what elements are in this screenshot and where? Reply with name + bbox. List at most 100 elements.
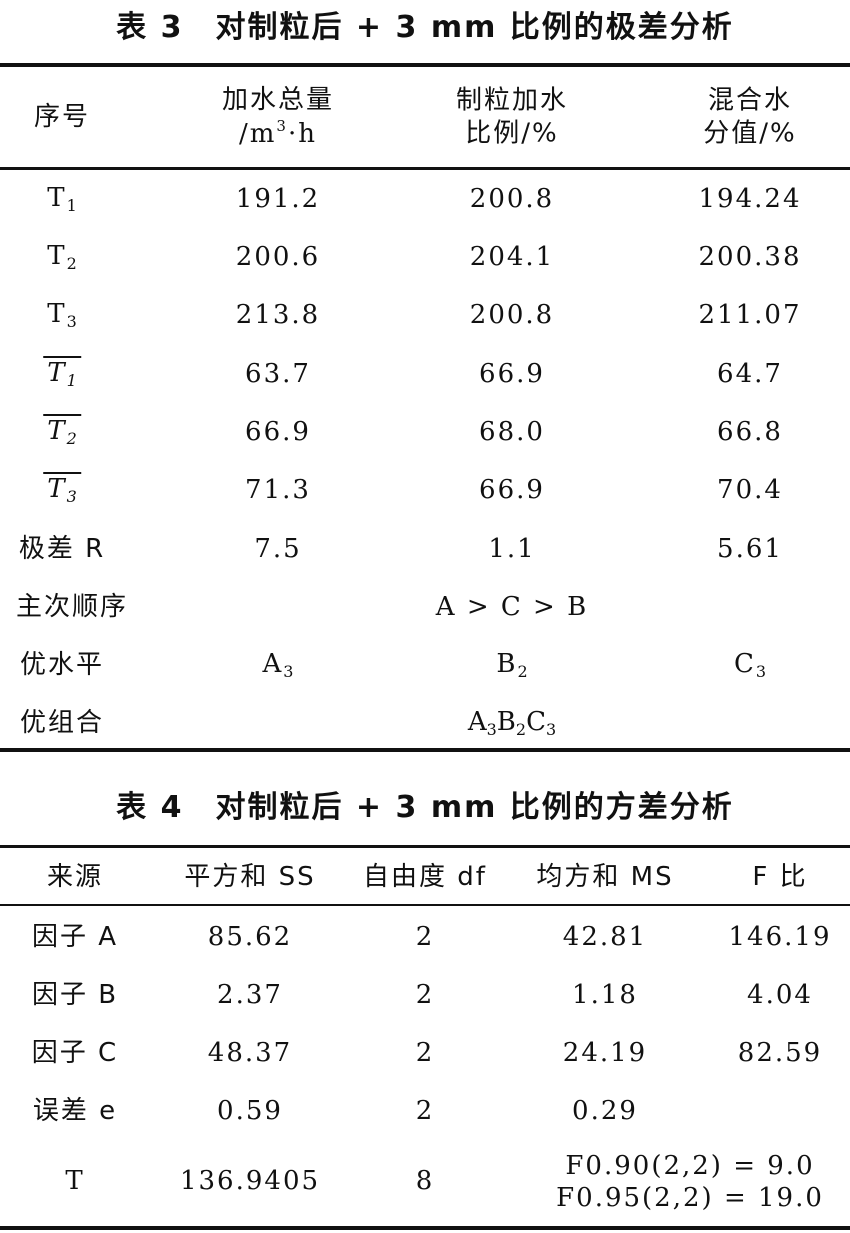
symbol: T2 <box>47 241 77 274</box>
table3-cell: 63.7 <box>245 358 311 389</box>
table3-header-index: 序号 <box>33 101 91 132</box>
unit-sup: 3 <box>276 116 288 135</box>
header-line: 加水总量 <box>221 85 335 115</box>
table4-header-cell: 自由度 df <box>363 861 487 892</box>
table3-range-label: 极差 R <box>18 533 106 564</box>
table3-header-total-water: 加水总量 /m3·h <box>222 84 334 150</box>
symbol: C3 <box>526 707 557 739</box>
table3-cell: 64.7 <box>717 358 783 389</box>
table3-cell: 211.07 <box>698 300 802 331</box>
table3-cell: 200.8 <box>469 300 555 331</box>
table4-header-cell: 平方和 SS <box>184 861 316 892</box>
table3-cell: 70.4 <box>717 474 783 505</box>
table4-bottom-rule <box>0 1226 850 1230</box>
table4-title: 表 4 对制粒后 + 3 mm 比例的方差分析 <box>116 790 734 825</box>
symbol-base: B <box>496 649 518 679</box>
table4-row-label: 因子 A <box>31 921 119 952</box>
header-line: /m3·h <box>222 117 334 151</box>
table3-optimal-level-value: C3 <box>734 648 766 682</box>
symbol-base: C <box>733 649 756 679</box>
symbol: T3 <box>43 472 81 506</box>
symbol-base: T <box>47 357 67 388</box>
symbol-subscript: 3 <box>66 312 77 332</box>
table3-cell: 66.8 <box>717 416 783 447</box>
symbol-base: T <box>47 183 67 213</box>
table3-top-rule <box>0 63 850 67</box>
table3-row-label: T1 <box>43 355 81 391</box>
symbol-subscript: 2 <box>515 720 527 739</box>
table4-row-label: 因子 C <box>31 1037 119 1068</box>
table3-cell: 71.3 <box>245 474 311 505</box>
header-line: 分值/% <box>703 118 797 148</box>
symbol-base: T <box>47 241 67 272</box>
table3-cell: 200.6 <box>235 241 321 272</box>
table3-cell: 213.8 <box>235 300 321 331</box>
symbol-base: C <box>526 707 546 737</box>
symbol-subscript: 2 <box>66 254 77 274</box>
table3-row-label: T3 <box>47 298 77 332</box>
table3-optimal-combo-label: 优组合 <box>19 707 105 738</box>
header-line: 混合水 <box>707 85 792 116</box>
table4-header-cell: F 比 <box>752 861 808 892</box>
symbol-subscript: 1 <box>66 196 77 215</box>
unit-text: ·h <box>287 118 317 149</box>
symbol: T1 <box>43 355 81 390</box>
table3-cell: 200.8 <box>469 183 555 214</box>
table4-cell: 24.19 <box>562 1037 648 1068</box>
table3-row-label: T1 <box>47 182 77 216</box>
table4-header-rule <box>0 904 850 906</box>
table4-header-cell: 均方和 MS <box>536 861 674 892</box>
table4-cell: 2 <box>415 921 435 952</box>
symbol-subscript: 3 <box>755 662 767 681</box>
table3-cell: 66.9 <box>245 416 311 447</box>
symbol: A3 <box>262 649 294 681</box>
symbol-base: B <box>496 707 516 737</box>
symbol-subscript: 1 <box>66 370 77 390</box>
symbol: B2 <box>496 707 527 739</box>
symbol: C3 <box>733 649 767 681</box>
table3-header-mixing-water: 混合水 分值/% <box>703 85 796 150</box>
table3-optimal-level-label: 优水平 <box>19 649 105 680</box>
symbol: B2 <box>496 649 528 681</box>
table4-cell: 146.19 <box>728 921 832 952</box>
table3-cell: 66.9 <box>479 474 545 505</box>
table3-row-label: T3 <box>43 472 81 507</box>
table3-header-granulation-water: 制粒加水 比例/% <box>456 85 568 150</box>
symbol-base: T <box>47 299 67 330</box>
table4-total-label: T <box>65 1165 85 1196</box>
table3-cell: 68.0 <box>479 416 545 447</box>
symbol-subscript: 3 <box>66 487 77 506</box>
table4-cell: 4.04 <box>747 979 813 1010</box>
symbol-subscript: 2 <box>517 662 528 681</box>
symbol-subscript: 3 <box>545 720 557 739</box>
symbol-subscript: 3 <box>283 662 294 681</box>
table4-row-label: 误差 e <box>32 1095 118 1126</box>
table4-cell: 85.62 <box>207 921 293 952</box>
table4-cell: 2 <box>415 1095 435 1126</box>
symbol-base: A <box>467 707 487 737</box>
symbol-base: T <box>47 474 67 504</box>
symbol-base: A <box>262 649 284 679</box>
symbol: T2 <box>43 413 81 448</box>
table3-bottom-rule <box>0 748 850 752</box>
table3-row-label: T2 <box>43 413 81 449</box>
table4-critical-f90: F0.90(2,2) = 9.0 <box>565 1150 815 1181</box>
table4-cell: 0.59 <box>217 1095 283 1126</box>
table4-cell: 82.59 <box>737 1037 823 1068</box>
table4-cell: 42.81 <box>562 921 648 952</box>
table4-header-cell: 来源 <box>46 861 104 892</box>
table3-row-label: T2 <box>47 240 77 274</box>
table4-top-rule <box>0 845 850 848</box>
table3-optimal-level-value: B2 <box>496 648 527 682</box>
table3-cell: 194.24 <box>698 183 802 214</box>
table4-total-df: 8 <box>415 1165 435 1196</box>
table4-cell: 1.18 <box>572 979 638 1010</box>
table3-cell: 191.2 <box>235 183 321 214</box>
symbol-base: T <box>47 415 67 446</box>
table3-range-value: 7.5 <box>254 533 302 564</box>
unit-text: /m <box>239 118 277 149</box>
table4-total-ss: 136.9405 <box>179 1165 321 1196</box>
table3-order-label: 主次顺序 <box>15 591 129 622</box>
symbol-subscript: 2 <box>66 428 77 448</box>
